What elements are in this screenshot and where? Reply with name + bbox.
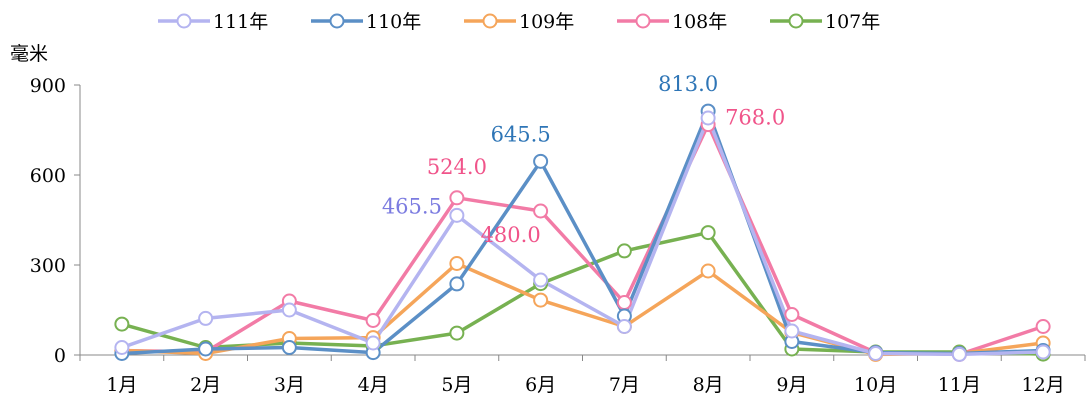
x-tick-label: 9月 xyxy=(776,374,807,396)
data-point xyxy=(868,346,884,361)
y-tick-label: 300 xyxy=(30,255,66,277)
legend-label: 107年 xyxy=(825,11,880,33)
data-point xyxy=(198,341,214,357)
series-line-111年 xyxy=(121,116,1044,357)
x-tick-label: 3月 xyxy=(274,374,305,396)
data-point xyxy=(449,190,465,206)
data-point xyxy=(533,292,549,308)
data-point xyxy=(449,325,465,341)
data-label: 480.0 xyxy=(481,223,541,247)
legend-swatch-marker xyxy=(482,13,498,29)
x-tick-label: 5月 xyxy=(441,374,472,396)
x-tick-label: 7月 xyxy=(609,374,640,396)
data-point xyxy=(700,225,716,241)
x-tick-label: 10月 xyxy=(854,374,897,396)
y-axis-unit-label: 毫米 xyxy=(10,43,48,65)
x-tick-label: 1月 xyxy=(106,374,137,396)
data-label: 813.0 xyxy=(658,72,718,96)
y-axis: 0 300 600 900 xyxy=(30,75,81,367)
series-line-107年 xyxy=(121,230,1044,356)
data-point xyxy=(365,313,381,328)
x-tick-label: 8月 xyxy=(693,374,724,396)
data-point xyxy=(700,263,716,279)
data-labels: 465.5 645.5 813.0 524.0 480.0 768.0 xyxy=(382,72,785,247)
x-axis: 1月 2月 3月 4月 5月 6月 7月 8月 9月 10月 11月 12月 xyxy=(79,354,1086,396)
data-point xyxy=(198,310,214,326)
data-point xyxy=(533,153,549,169)
y-tick-label: 900 xyxy=(30,75,66,97)
data-point xyxy=(449,207,465,223)
data-point xyxy=(533,203,549,219)
legend-label: 111年 xyxy=(213,11,268,33)
data-point xyxy=(281,340,297,355)
data-point xyxy=(700,110,716,126)
legend-label: 110年 xyxy=(366,11,421,33)
legend-swatch-marker xyxy=(788,13,804,29)
series-line-109年 xyxy=(121,261,1044,357)
legend: 111年 110年 109年 108年 107年 xyxy=(158,11,880,33)
data-point xyxy=(449,256,465,271)
data-label: 524.0 xyxy=(427,155,487,179)
legend-label: 108年 xyxy=(672,11,727,33)
x-tick-label: 11月 xyxy=(938,374,981,396)
data-point xyxy=(449,276,465,292)
legend-swatch-marker xyxy=(635,13,651,29)
legend-label: 109年 xyxy=(519,11,574,33)
legend-item: 108年 xyxy=(617,11,727,33)
legend-swatch-marker xyxy=(176,13,192,29)
legend-swatch-marker xyxy=(329,13,345,29)
legend-item: 111年 xyxy=(158,11,268,33)
data-point xyxy=(1035,344,1051,360)
data-point xyxy=(616,295,632,310)
y-tick-label: 0 xyxy=(54,345,66,367)
data-point xyxy=(533,272,549,288)
series-markers xyxy=(114,103,1051,362)
y-tick-label: 600 xyxy=(30,165,66,187)
data-point xyxy=(616,319,632,334)
x-tick-label: 4月 xyxy=(358,374,389,396)
data-point xyxy=(1035,319,1051,334)
data-point xyxy=(365,335,381,351)
x-tick-label: 6月 xyxy=(525,374,556,396)
data-point xyxy=(784,307,800,322)
legend-item: 107年 xyxy=(770,11,880,33)
x-tick-label: 12月 xyxy=(1022,374,1065,396)
x-tick-label: 2月 xyxy=(190,374,221,396)
series-lines xyxy=(121,109,1044,357)
data-point xyxy=(616,243,632,259)
legend-item: 110年 xyxy=(311,11,421,33)
data-label: 768.0 xyxy=(725,106,785,130)
data-point xyxy=(114,316,130,332)
data-point xyxy=(114,340,130,355)
data-point xyxy=(951,346,967,362)
data-label: 465.5 xyxy=(382,194,442,218)
data-point xyxy=(281,302,297,318)
legend-item: 109年 xyxy=(464,11,574,33)
data-point xyxy=(784,323,800,339)
data-label: 645.5 xyxy=(491,122,551,146)
